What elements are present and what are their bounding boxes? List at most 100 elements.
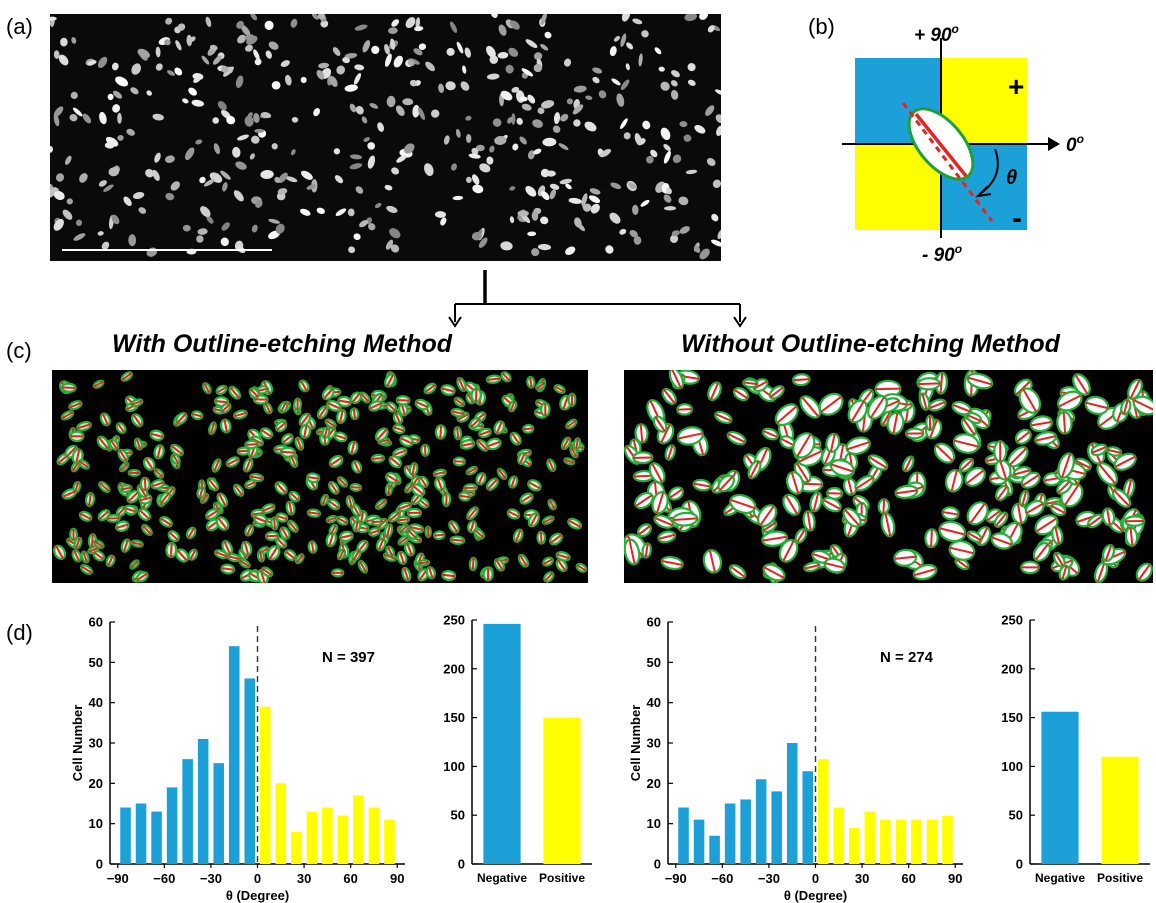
cell-major-axis xyxy=(415,401,429,408)
y-tick-label: 100 xyxy=(1001,759,1023,774)
fitted-cell xyxy=(539,401,551,417)
cell-major-axis xyxy=(138,509,150,520)
cell-major-axis xyxy=(353,461,361,473)
fitted-cell xyxy=(823,557,846,574)
fitted-cell xyxy=(802,510,816,532)
cell-major-axis xyxy=(300,380,308,392)
cell-major-axis xyxy=(352,408,357,420)
cell-major-axis xyxy=(763,566,785,579)
nucleus xyxy=(532,119,543,128)
fitted-cell xyxy=(175,411,188,425)
nucleus xyxy=(237,134,249,141)
nucleus xyxy=(146,90,152,96)
cell-major-axis xyxy=(457,413,469,421)
fitted-cell xyxy=(127,468,141,477)
cell-major-axis xyxy=(272,517,277,530)
nucleus xyxy=(112,90,123,99)
fitted-cell xyxy=(432,468,447,478)
fitted-cell xyxy=(120,371,133,382)
fitted-cell xyxy=(244,524,255,537)
cell-major-axis xyxy=(245,443,258,446)
nucleus xyxy=(271,81,281,90)
nucleus xyxy=(329,76,338,87)
nucleus xyxy=(213,143,221,155)
nucleus xyxy=(115,76,129,87)
nucleus xyxy=(694,125,706,134)
y-tick-label: 100 xyxy=(443,759,465,774)
cell-major-axis xyxy=(511,432,520,445)
fitted-cell xyxy=(1123,478,1136,499)
fitted-cell xyxy=(325,514,338,524)
cell-major-axis xyxy=(1058,394,1082,408)
fitted-cell xyxy=(417,559,431,567)
nucleus xyxy=(155,63,163,71)
label-theta: θ xyxy=(1006,167,1017,189)
nucleus xyxy=(313,108,321,117)
y-tick-label: 40 xyxy=(647,695,661,710)
fitted-cell xyxy=(526,375,536,389)
fitted-cell xyxy=(676,403,693,416)
cell-major-axis xyxy=(207,478,218,491)
cell-major-axis xyxy=(156,445,162,459)
nucleus xyxy=(349,103,357,113)
nucleus xyxy=(237,34,247,44)
cell-major-axis xyxy=(337,477,348,487)
cell-major-axis xyxy=(1096,562,1106,583)
cell-major-axis xyxy=(329,456,343,467)
cell-major-axis xyxy=(820,396,842,413)
cell-major-axis xyxy=(406,542,413,556)
cell-major-axis xyxy=(451,410,465,415)
cell-major-axis xyxy=(116,506,126,517)
fitted-cell xyxy=(453,396,466,408)
fitted-cell xyxy=(385,545,395,558)
cell-major-axis xyxy=(790,472,800,494)
nucleus xyxy=(355,105,364,115)
cell-major-axis xyxy=(1062,412,1067,434)
nucleus xyxy=(138,207,147,214)
cell-major-axis xyxy=(360,392,370,403)
nucleus xyxy=(300,208,311,216)
nucleus xyxy=(660,127,671,141)
cell-major-axis xyxy=(369,402,382,410)
cell-major-axis xyxy=(217,517,228,530)
nucleus xyxy=(672,154,682,164)
cell-major-axis xyxy=(1015,380,1031,396)
cell-major-axis xyxy=(542,516,554,524)
cell-major-axis xyxy=(1129,527,1134,546)
fitted-cell xyxy=(396,501,412,513)
y-tick-label: 0 xyxy=(96,857,103,872)
fitted-cell xyxy=(385,471,399,484)
nucleus xyxy=(581,193,588,206)
nucleus xyxy=(359,219,369,228)
nucleus xyxy=(342,57,350,64)
cell-major-axis xyxy=(576,564,587,572)
cell-major-axis xyxy=(55,545,64,559)
histogram-bar xyxy=(259,706,271,864)
fitted-cell xyxy=(232,483,245,497)
cell-major-axis xyxy=(145,458,154,470)
nucleus xyxy=(582,203,592,212)
cell-major-axis xyxy=(806,511,812,531)
nucleus xyxy=(353,73,362,85)
cell-major-axis xyxy=(635,494,653,507)
fitted-cell xyxy=(149,429,165,442)
fitted-cell xyxy=(541,515,555,525)
cell-major-axis xyxy=(295,554,304,564)
cell-major-axis xyxy=(562,395,569,410)
nucleus xyxy=(384,53,392,67)
fitted-cell xyxy=(357,559,369,574)
cell-major-axis xyxy=(510,476,516,488)
fitted-cell xyxy=(951,400,972,416)
nucleus xyxy=(182,98,189,104)
cell-major-axis xyxy=(762,521,777,532)
cell-major-axis xyxy=(288,520,298,532)
cell-major-axis xyxy=(169,542,173,558)
cell-major-axis xyxy=(200,493,209,504)
arrow-head-left xyxy=(448,316,462,328)
cell-major-axis xyxy=(264,402,272,414)
fitted-cell xyxy=(1012,465,1032,479)
cell-major-axis xyxy=(119,462,129,472)
fitted-cell xyxy=(307,540,318,554)
nucleus xyxy=(537,107,545,115)
fitted-cell xyxy=(672,511,699,527)
